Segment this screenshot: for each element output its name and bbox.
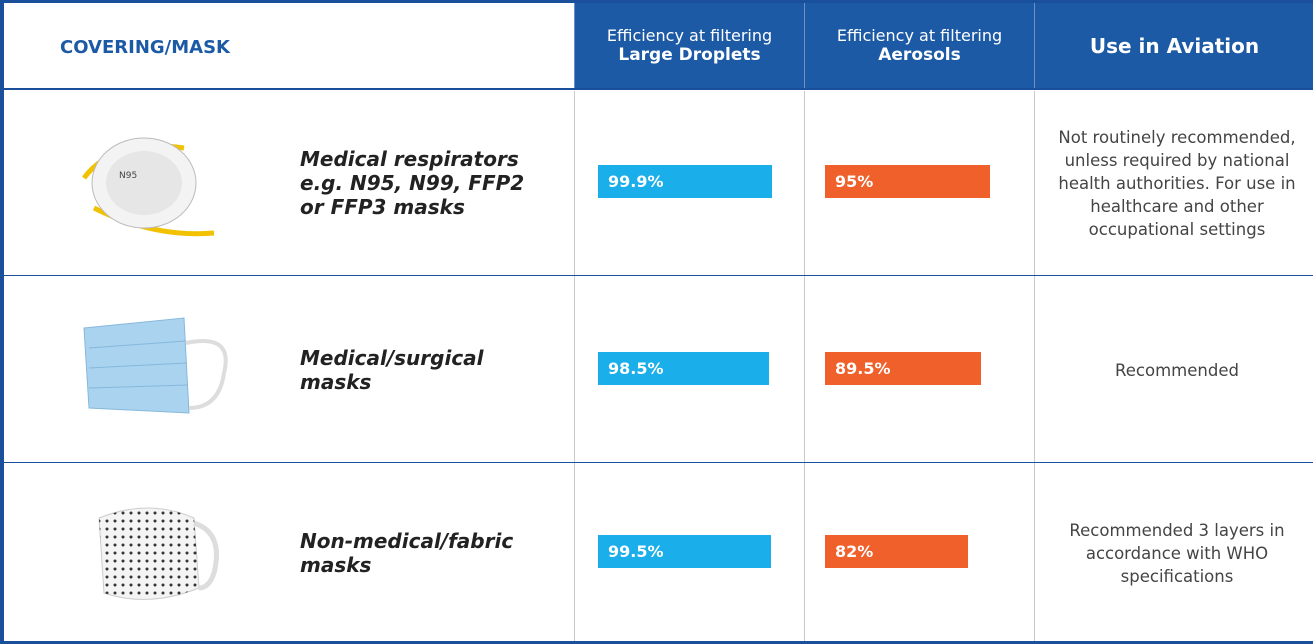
header-rule <box>4 88 1313 90</box>
aviation-text: Recommended <box>1052 278 1302 462</box>
column-line <box>804 91 805 644</box>
aviation-text: Not routinely recommended, unless requir… <box>1052 91 1302 275</box>
header-cell: Efficiency at filtering Large Droplets <box>574 3 804 88</box>
row-rule <box>4 275 1313 276</box>
bar-label: 98.5% <box>598 352 664 385</box>
mask-name: Medical/surgical masks <box>300 330 550 410</box>
respirator-icon: N95 <box>74 118 224 248</box>
row-rule <box>4 462 1313 463</box>
header-line: Large Droplets <box>575 45 804 65</box>
header-line: Efficiency at filtering <box>805 26 1034 45</box>
column-line <box>1034 91 1035 644</box>
header-line: Efficiency at filtering <box>575 26 804 45</box>
header-title: COVERING/MASK <box>60 37 230 58</box>
bar-label: 99.5% <box>598 535 664 568</box>
fabric-mask-icon <box>79 493 229 613</box>
bar-label: 95% <box>825 165 873 198</box>
mask-name: Non-medical/fabric masks <box>300 513 550 593</box>
header-line: Aerosols <box>805 45 1034 65</box>
header-cell: Efficiency at filtering Aerosols <box>804 3 1034 88</box>
aviation-text: Recommended 3 layers in accordance with … <box>1052 465 1302 641</box>
page: COVERING/MASK Efficiency at filtering La… <box>0 0 1313 644</box>
svg-text:N95: N95 <box>119 171 137 181</box>
surgical-mask-icon <box>74 313 234 423</box>
bar-label: 99.9% <box>598 165 664 198</box>
mask-name: Medical respirators e.g. N95, N99, FFP2 … <box>300 143 550 223</box>
header-cell: Use in Aviation <box>1034 3 1313 88</box>
column-line <box>574 91 575 644</box>
bar-label: 82% <box>825 535 873 568</box>
bar-label: 89.5% <box>825 352 891 385</box>
